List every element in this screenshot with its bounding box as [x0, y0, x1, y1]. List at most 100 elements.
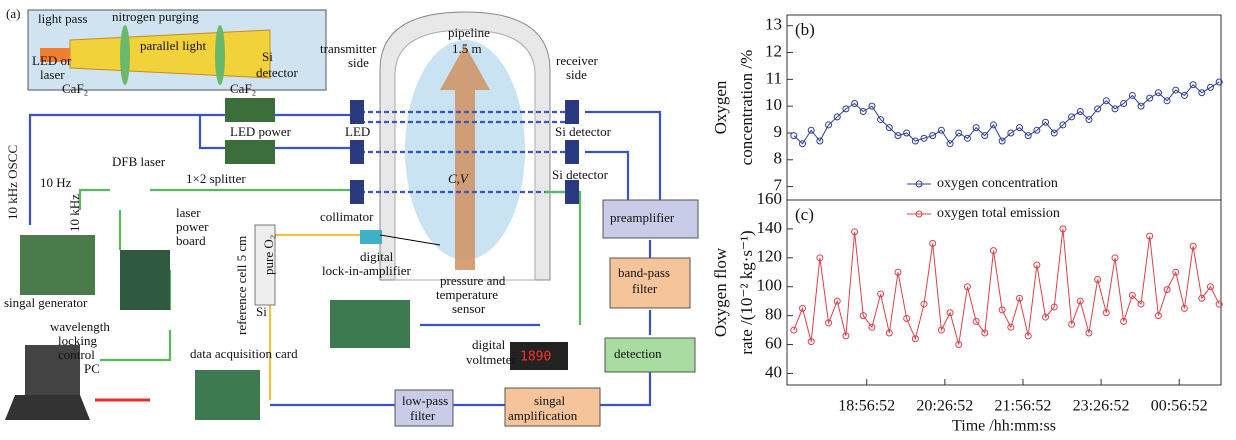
diagram-label: receiver [556, 53, 599, 68]
diagram-label: singal [534, 393, 565, 408]
diagram-label: detector [256, 65, 299, 80]
data-point [868, 323, 876, 331]
data-point [885, 124, 893, 132]
data-point [1163, 286, 1171, 294]
diagram-labels: (a) light pass nitrogen purging parallel li… [4, 6, 675, 423]
voltmeter-display [510, 342, 568, 370]
x-tick-label: 18:56:52 [838, 398, 895, 415]
data-point [894, 268, 902, 276]
diagram-label: Si [256, 304, 267, 319]
diagram-label: 10 kHz OSCC [5, 145, 20, 220]
data-point [972, 124, 980, 132]
data-point [1172, 86, 1180, 94]
diagram-label: lock-in-amplifier [322, 263, 411, 278]
panel-label: (c) [795, 205, 814, 224]
y-tick-label: 160 [757, 189, 783, 208]
data-point [989, 247, 997, 255]
led [350, 100, 364, 124]
legend-label: oxygen concentration [937, 176, 1058, 191]
diagram-label: nitrogen purging [112, 9, 199, 24]
board [225, 140, 275, 164]
data-point [1172, 268, 1180, 276]
data-point [851, 99, 859, 107]
diagram-label: low-pass [402, 393, 448, 408]
signal-generator [20, 235, 95, 295]
data-point [1137, 300, 1145, 308]
y-tick-label: 10 [765, 95, 782, 114]
data-point [1076, 297, 1084, 305]
signal-wire [28, 110, 662, 407]
data-point [903, 129, 911, 137]
data-point [1215, 300, 1223, 308]
box [602, 199, 699, 239]
data-point [816, 254, 824, 262]
diagram-label: data acquisition card [190, 346, 298, 361]
y-axis-label: rate /(10⁻² kg·s⁻¹) [737, 230, 756, 354]
data-point [929, 239, 937, 247]
data-point [1206, 83, 1214, 91]
x-tick-label: 23:26:52 [1073, 398, 1130, 415]
data-point [1033, 261, 1041, 269]
x-axis-label: Time /hh:mm:ss [952, 418, 1056, 435]
legend-marker [915, 210, 923, 218]
diagram-label: power [176, 219, 209, 234]
data-point [920, 300, 928, 308]
data-point [1007, 129, 1015, 137]
data-point [1180, 91, 1188, 99]
data-point [911, 137, 919, 145]
x-tick-label: 00:56:52 [1151, 398, 1208, 415]
box [604, 337, 696, 373]
data-point [981, 329, 989, 337]
diagram-label: light pass [38, 11, 87, 26]
data-point [1198, 294, 1206, 302]
data-point [1007, 323, 1015, 331]
diagram-label: preamplifier [610, 210, 675, 225]
diagram-label: Si [262, 49, 273, 64]
data-point [1076, 108, 1084, 116]
caf2-window [120, 25, 130, 85]
data-point [1059, 121, 1067, 129]
data-point [1189, 81, 1197, 89]
data-point [955, 341, 963, 349]
data-point [859, 108, 867, 116]
diagram-label: locking [58, 333, 97, 348]
diagram-label: transmitter [320, 41, 377, 56]
data-point [825, 319, 833, 327]
y-tick-label: 80 [765, 305, 782, 324]
collimator [350, 180, 364, 204]
data-point [1016, 294, 1024, 302]
diagram-label: 1.5 m [452, 41, 482, 56]
data-point [998, 306, 1006, 314]
data-point [1154, 89, 1162, 97]
data-point [851, 228, 859, 236]
diagram-label: pure O₂ [261, 235, 276, 275]
data-point [790, 326, 798, 334]
data-point [955, 129, 963, 137]
data-point [1094, 275, 1102, 283]
data-point [1163, 97, 1171, 105]
data-point [989, 121, 997, 129]
reference-cell [254, 224, 276, 306]
pc [5, 395, 90, 420]
diagram: (a) light pass nitrogen purging parallel li… [4, 6, 699, 427]
data-point [946, 140, 954, 148]
diagram-label: Si detector [552, 167, 609, 182]
data-point [1024, 332, 1032, 340]
data-point [1050, 129, 1058, 137]
si-detector [565, 140, 579, 164]
data-point [937, 326, 945, 334]
data-point [807, 126, 815, 134]
data-point [937, 126, 945, 134]
y-tick-label: 60 [765, 333, 782, 352]
data-point [903, 315, 911, 323]
diagram-label: sensor [452, 301, 486, 316]
diagram-label: voltmeter [466, 352, 516, 367]
flow-arrow [440, 45, 490, 270]
legend-label: oxygen total emission [937, 206, 1060, 221]
diagram-label: control [58, 347, 95, 362]
diagram-label: laser [176, 205, 201, 220]
diagram-label: LED [345, 124, 370, 139]
data-point [790, 132, 798, 140]
beam [360, 110, 570, 194]
